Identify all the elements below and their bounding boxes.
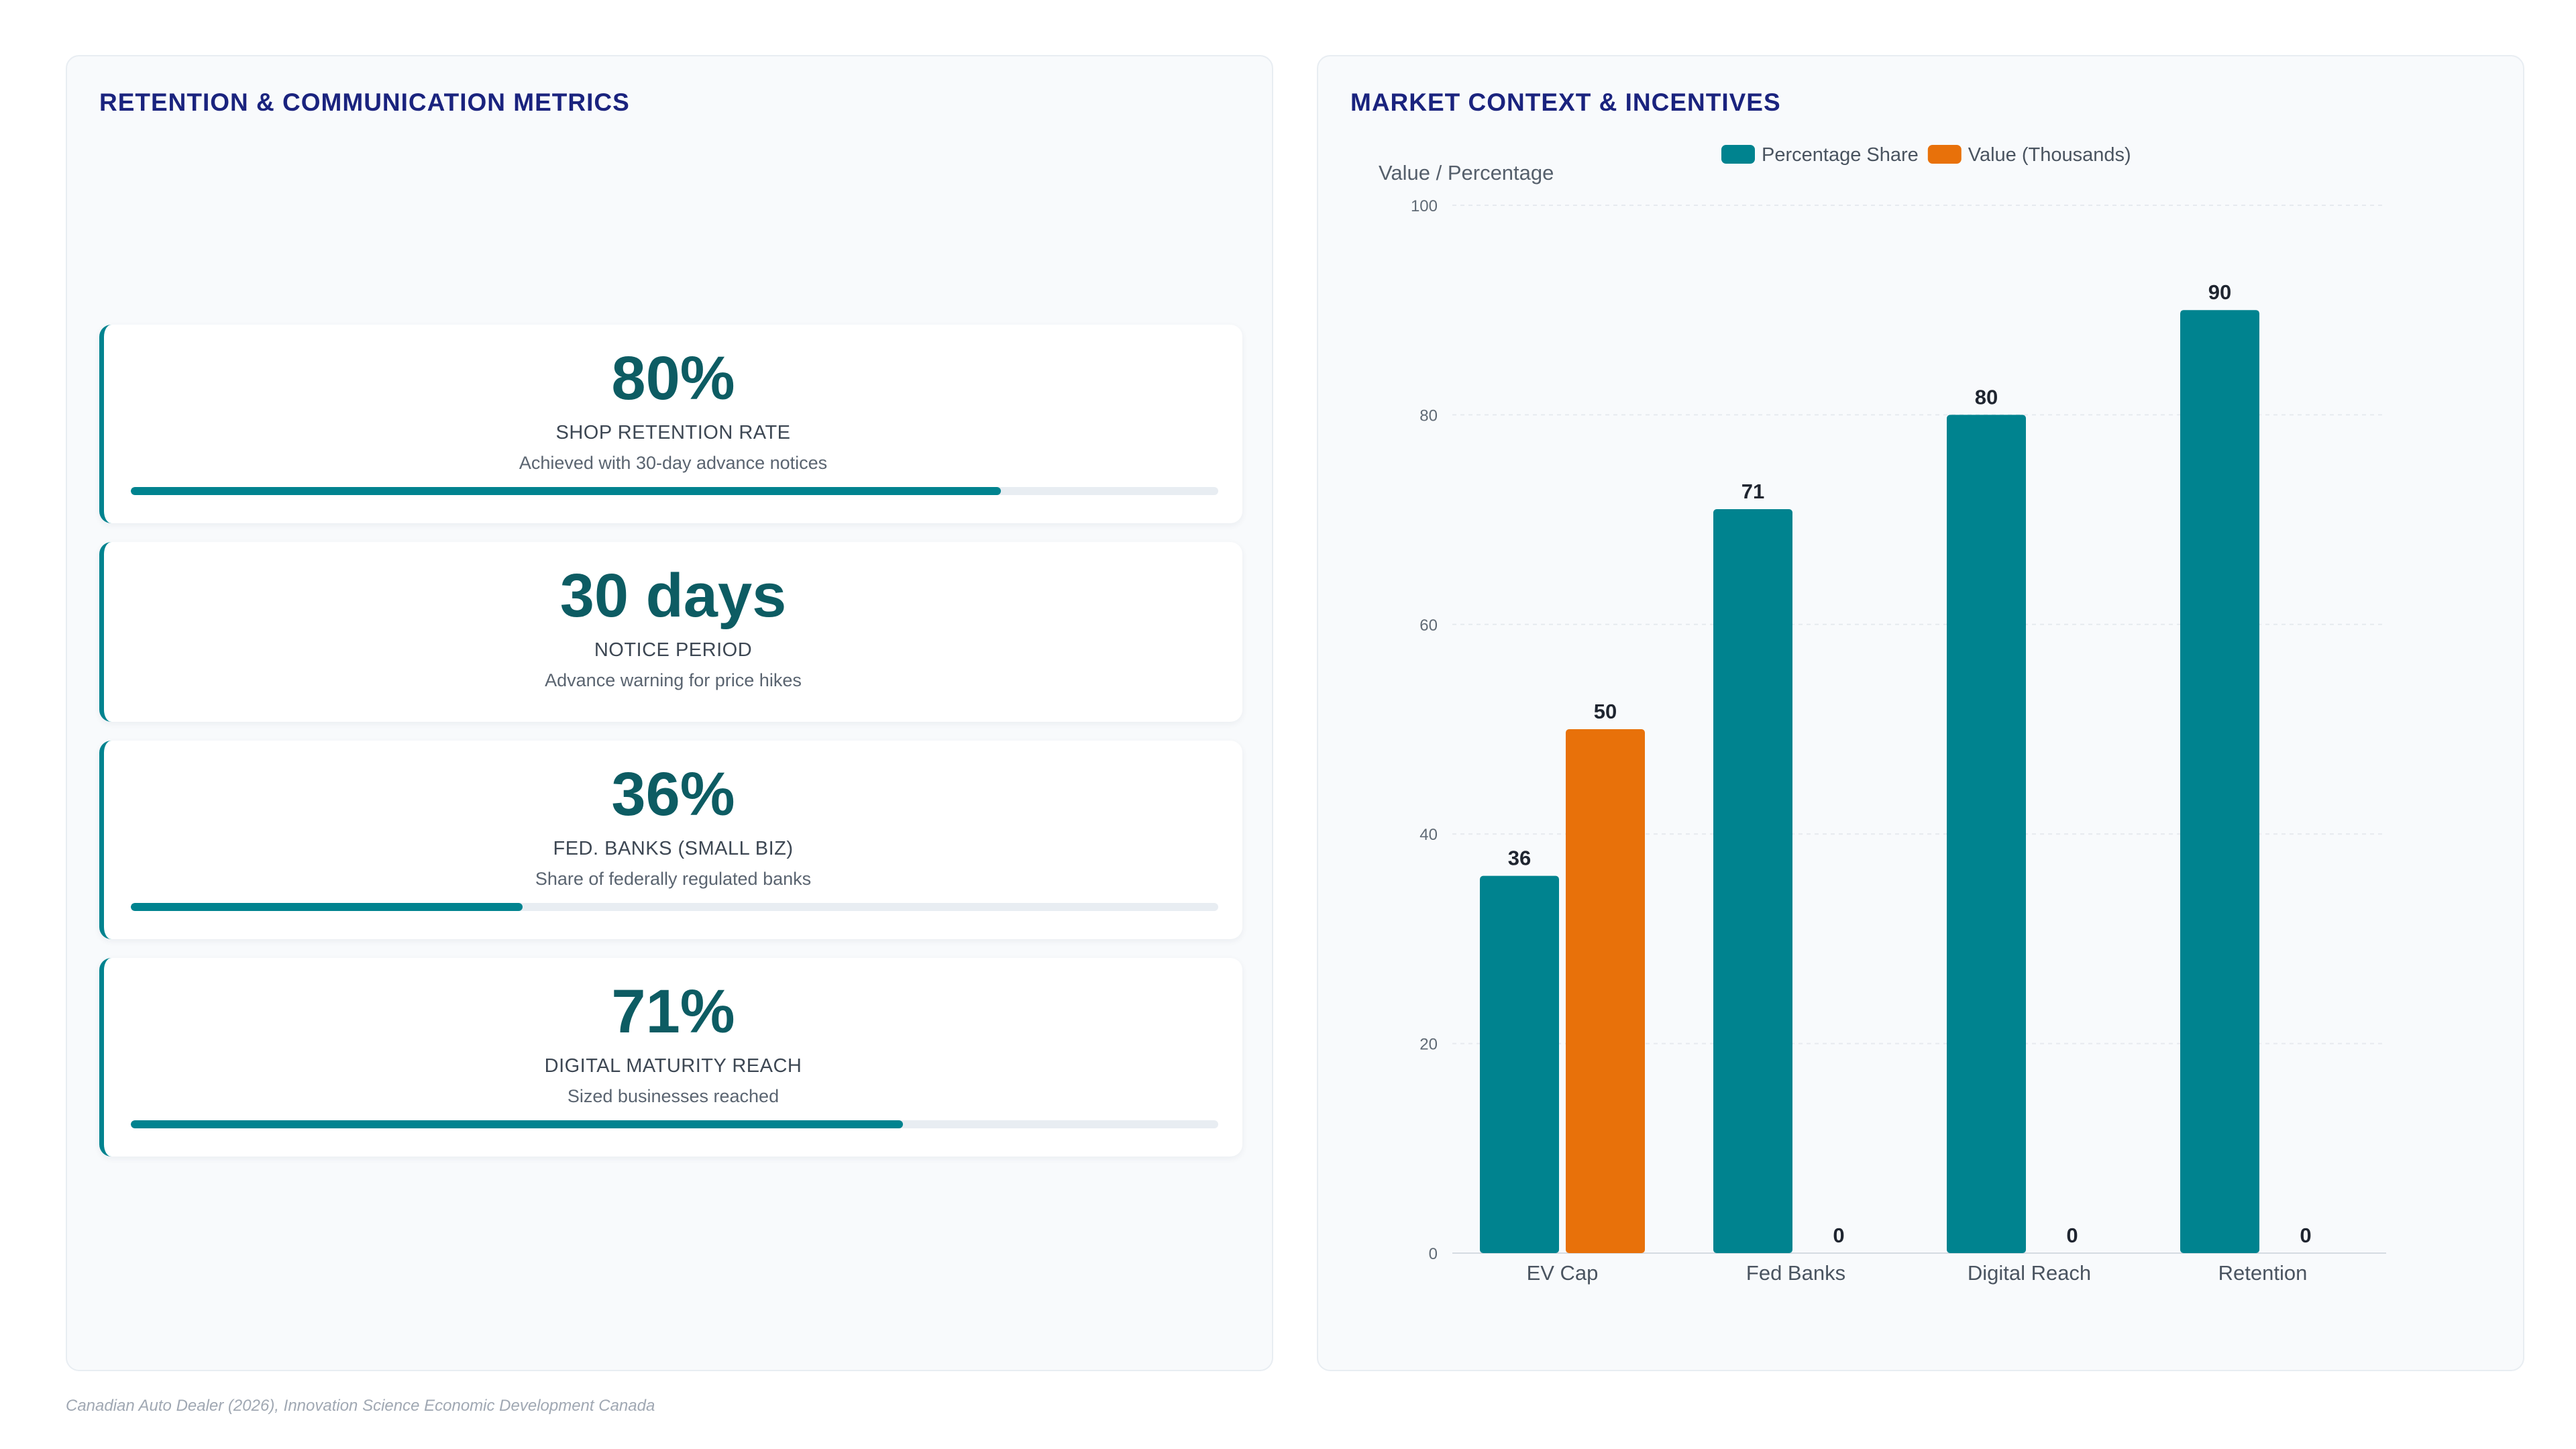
metric-value: 36% — [611, 760, 735, 828]
data-label: 80 — [1975, 385, 1998, 409]
metric-description: Advance warning for price hikes — [545, 670, 802, 690]
bar — [2180, 310, 2259, 1254]
x-tick-label: Fed Banks — [1746, 1261, 1845, 1285]
x-tick-label: EV Cap — [1527, 1261, 1599, 1285]
bar-chart: 0 20 40 60 80 100 Value / Percentage Percentage… — [1379, 144, 2386, 1285]
data-label: 71 — [1741, 480, 1764, 503]
metric-value: 71% — [611, 977, 735, 1046]
x-tick-label: Retention — [2218, 1261, 2308, 1285]
legend-swatch — [1927, 145, 1962, 164]
bar — [1566, 729, 1645, 1253]
metric-value: 30 days — [559, 561, 787, 630]
metric-label: NOTICE PERIOD — [594, 639, 753, 661]
legend-label: Percentage Share — [1762, 144, 1919, 166]
metric-description: Achieved with 30-day advance notices — [519, 453, 828, 473]
metric-description: Sized businesses reached — [567, 1086, 780, 1106]
metric-card-retention: 80% SHOP RETENTION RATE Achieved with 30… — [99, 325, 1242, 523]
metric-card-digital-reach: 71% DIGITAL MATURITY REACH Sized busines… — [99, 958, 1242, 1157]
metric-description: Share of federally regulated banks — [535, 869, 812, 889]
bar — [1480, 875, 1559, 1253]
y-axis-label: Value / Percentage — [1379, 161, 1554, 184]
data-label: 36 — [1508, 847, 1531, 870]
data-label: 0 — [2066, 1224, 2078, 1247]
y-tick-label: 60 — [1419, 616, 1438, 635]
metric-label: SHOP RETENTION RATE — [555, 422, 791, 443]
progress-bar — [131, 1120, 1218, 1128]
y-tick-label: 40 — [1419, 826, 1438, 844]
bar — [1947, 415, 2026, 1253]
metric-card-fed-banks: 36% FED. BANKS (SMALL BIZ) Share of fede… — [99, 741, 1242, 939]
metric-value: 80% — [611, 344, 735, 413]
metric-card-notice-period: 30 days NOTICE PERIOD Advance warning fo… — [99, 542, 1242, 722]
chart-panel: MARKET CONTEXT & INCENTIVES 0 20 40 60 80 100… — [1317, 55, 2524, 1371]
x-tick-label: Digital Reach — [1968, 1261, 2091, 1285]
metric-label: FED. BANKS (SMALL BIZ) — [553, 838, 794, 859]
y-tick-label: 20 — [1419, 1036, 1438, 1054]
y-tick-label: 80 — [1419, 407, 1438, 425]
bar — [1713, 508, 1792, 1253]
progress-fill — [131, 1120, 903, 1128]
legend-swatch — [1721, 145, 1755, 164]
data-label: 0 — [1833, 1224, 1844, 1247]
progress-fill — [131, 903, 523, 911]
data-label: 90 — [2208, 280, 2231, 304]
source-note: Canadian Auto Dealer (2026), Innovation … — [66, 1397, 655, 1415]
y-tick-label: 100 — [1411, 197, 1438, 215]
metric-label: DIGITAL MATURITY REACH — [544, 1055, 802, 1077]
metrics-panel-title: RETENTION & COMMUNICATION METRICS — [99, 89, 630, 116]
y-tick-label: 0 — [1429, 1245, 1438, 1263]
metric-cards: 80% SHOP RETENTION RATE Achieved with 30… — [99, 325, 1242, 1175]
progress-fill — [131, 487, 1001, 495]
progress-bar — [131, 903, 1218, 911]
chart-panel-title: MARKET CONTEXT & INCENTIVES — [1350, 89, 1781, 116]
data-label: 50 — [1594, 700, 1617, 723]
metrics-panel: RETENTION & COMMUNICATION METRICS 80% SH… — [66, 55, 1273, 1371]
data-label: 0 — [2300, 1224, 2311, 1247]
legend-label: Value (Thousands) — [1968, 144, 2131, 166]
progress-bar — [131, 487, 1218, 495]
